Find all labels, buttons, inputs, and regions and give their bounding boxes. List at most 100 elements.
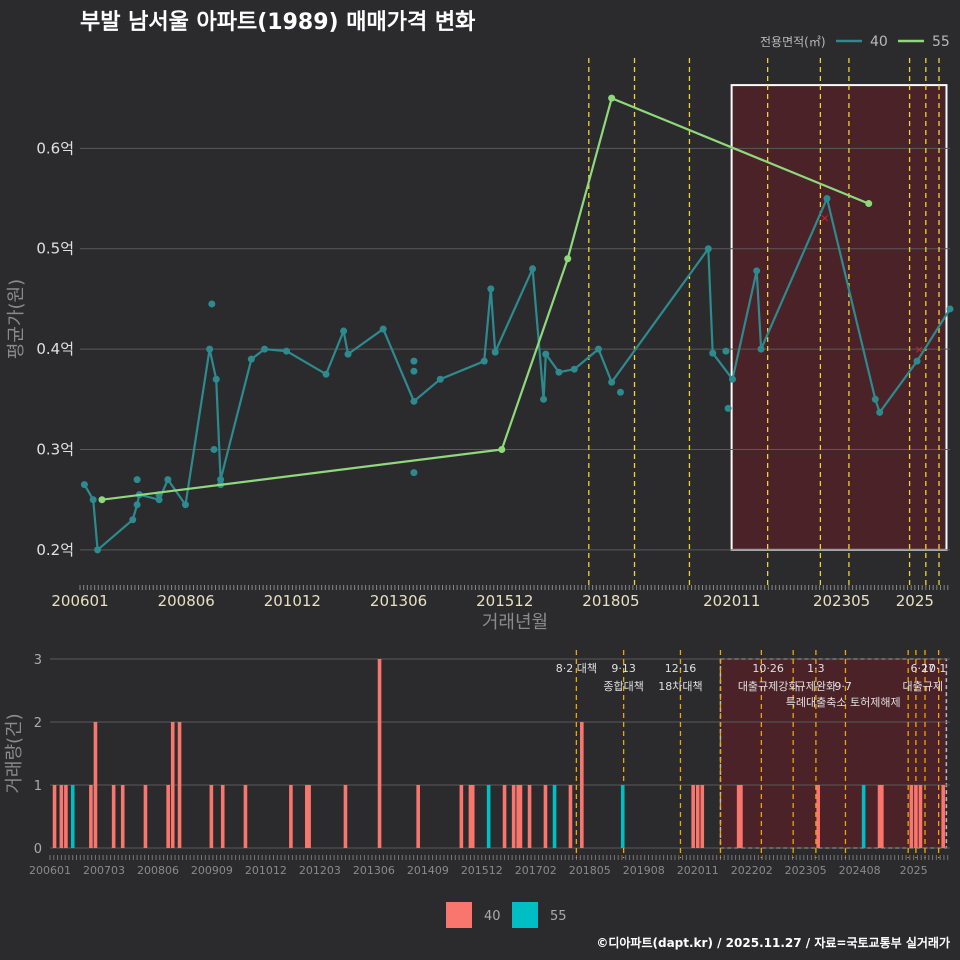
x-tick-label: 201306: [370, 592, 427, 610]
volume-bar-40: [89, 785, 93, 848]
volume-bar-40: [580, 722, 584, 848]
x-tick-label: 201805: [582, 592, 639, 610]
volume-bar-40: [143, 785, 148, 848]
series-point-40: [913, 357, 921, 365]
bar-x-tick-label: 200601: [29, 864, 71, 877]
volume-bar-55: [620, 785, 625, 848]
x-tick-label: 2025: [896, 592, 934, 610]
y-tick-label: 0.6억: [36, 139, 74, 157]
series-point-40: [283, 347, 291, 355]
y-tick-label: 0.2억: [36, 541, 74, 559]
legend-label-40: 40: [870, 34, 888, 50]
series-point-40: [876, 408, 884, 416]
volume-bar-40: [120, 785, 125, 848]
highlight-period-box: [730, 84, 948, 551]
volume-bar-40: [343, 785, 348, 848]
x-axis-title: 거래년월: [482, 612, 548, 633]
volume-bar-40: [909, 785, 914, 848]
scatter-point-40: [133, 476, 141, 484]
bar-x-tick-label: 200909: [191, 864, 233, 877]
series-point-55: [865, 200, 873, 208]
series-point-40: [594, 345, 602, 353]
volume-bar-40: [691, 785, 695, 848]
series-point-40: [164, 476, 172, 484]
bar-legend-label-40: 40: [484, 909, 501, 924]
volume-bar-40: [170, 722, 175, 848]
volume-bar-40: [918, 785, 923, 848]
series-point-40: [823, 195, 831, 203]
policy-annotation-date: 10·1: [922, 662, 947, 675]
bar-y-tick-label: 3: [34, 653, 42, 668]
series-point-40: [570, 365, 578, 373]
series-point-40: [247, 355, 255, 363]
policy-annotation-date: 8·2 대책: [556, 662, 597, 675]
volume-bar-40: [111, 785, 116, 848]
bar-y-tick-label: 1: [34, 779, 42, 794]
volume-bar-40: [739, 785, 743, 848]
volume-bar-40: [502, 785, 507, 848]
series-point-40: [181, 501, 189, 509]
x-tick-label: 202305: [813, 592, 870, 610]
policy-annotation-name: 18차대책: [658, 680, 702, 693]
x-tick-label: 202011: [703, 592, 760, 610]
scatter-point-40: [722, 347, 730, 355]
series-point-40: [529, 265, 537, 273]
volume-bar-40: [459, 785, 464, 848]
bar-x-tick-label: 201702: [515, 864, 557, 877]
bar-x-tick-label: 202305: [785, 864, 827, 877]
volume-bar-40: [877, 785, 882, 848]
x-tick-label: 200806: [158, 592, 215, 610]
x-tick-label: 201512: [476, 592, 533, 610]
bar-x-tick-label: 201203: [299, 864, 341, 877]
series-point-40: [322, 370, 330, 378]
y-tick-label: 0.3억: [36, 441, 74, 459]
policy-annotation-name: 대출규제: [902, 680, 942, 693]
volume-bar-40: [243, 785, 248, 848]
legend-title: 전용면적(㎡): [760, 35, 826, 49]
footer-credit: ©디아파트(dapt.kr) / 2025.11.27 / 자료=국토교통부 실…: [596, 936, 950, 950]
bar-y-tick-label: 2: [34, 716, 42, 731]
volume-bar-40: [64, 785, 68, 848]
volume-bar-40: [516, 785, 520, 848]
policy-annotation-name: 종합대책: [603, 680, 643, 693]
volume-bar-40: [220, 785, 225, 848]
legend-label-55: 55: [932, 34, 950, 50]
series-point-40: [757, 345, 765, 353]
series-point-40: [80, 481, 88, 489]
series-point-40: [946, 305, 954, 313]
policy-annotation-date: 1·3: [807, 662, 825, 675]
x-tick-label: 200601: [51, 592, 108, 610]
volume-bar-40: [416, 785, 420, 848]
series-point-55: [608, 94, 616, 102]
bar-x-tick-label: 201908: [623, 864, 665, 877]
bar-x-tick-label: 202202: [731, 864, 773, 877]
volume-bar-40: [166, 785, 170, 848]
series-point-55: [98, 496, 106, 504]
x-tick-label: 201012: [264, 592, 321, 610]
volume-bar-55: [861, 785, 866, 848]
series-point-40: [379, 325, 387, 333]
volume-bar-55: [486, 785, 491, 848]
scatter-point-40: [410, 357, 418, 365]
volume-bar-55: [552, 785, 557, 848]
volume-bar-40: [695, 785, 700, 848]
volume-bar-40: [527, 785, 532, 848]
volume-bar-40: [93, 722, 98, 848]
series-point-40: [155, 496, 163, 504]
bar-x-tick-label: 201512: [461, 864, 503, 877]
bar-x-tick-label: 201012: [245, 864, 287, 877]
series-point-40: [729, 375, 736, 383]
volume-bar-40: [470, 785, 475, 848]
policy-annotation-date: 9·13: [611, 662, 636, 675]
volume-bar-40: [59, 785, 64, 848]
volume-bar-40: [518, 785, 523, 848]
series-point-40: [709, 349, 717, 357]
series-point-40: [436, 375, 444, 383]
bar-legend-label-55: 55: [550, 909, 567, 924]
series-point-40: [340, 327, 348, 335]
series-point-40: [871, 395, 879, 403]
bar-x-tick-label: 202408: [839, 864, 881, 877]
series-point-40: [410, 397, 418, 405]
y-tick-label: 0.5억: [36, 240, 74, 258]
volume-bar-40: [700, 785, 705, 848]
